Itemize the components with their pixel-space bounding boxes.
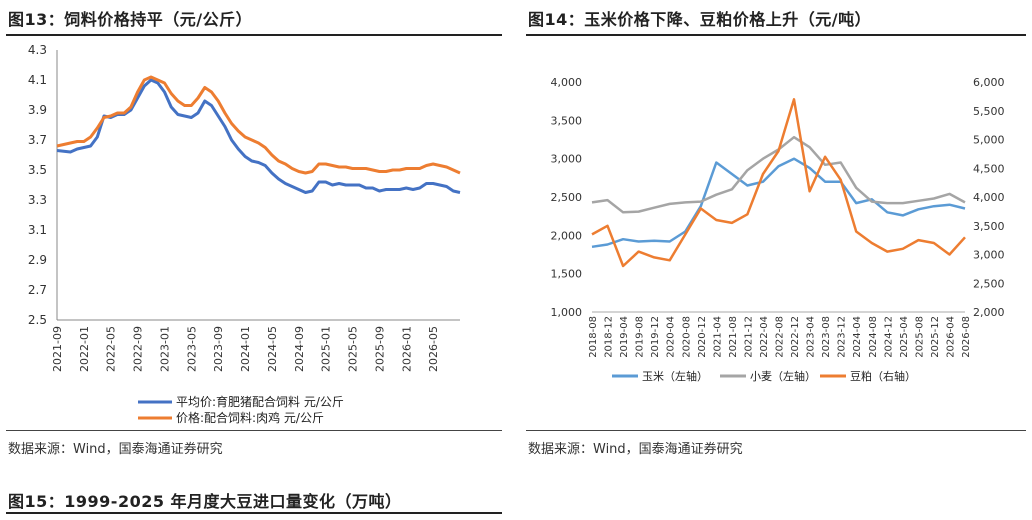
fig13-y-tick-label: 3.5 bbox=[28, 163, 47, 177]
fig13-y-tick-label: 3.7 bbox=[28, 133, 47, 147]
fig14-x-tick-label: 2025-12 bbox=[930, 316, 941, 358]
fig14-legend-label: 小麦（左轴） bbox=[750, 369, 816, 383]
fig15-title: 图15：1999-2025 年月度大豆进口量变化（万吨） bbox=[8, 492, 402, 511]
fig13-x-tick-label: 2024-09 bbox=[293, 326, 306, 372]
fig14-x-tick-label: 2019-08 bbox=[635, 316, 646, 358]
fig14-y-right-tick-label: 5,000 bbox=[973, 134, 1005, 147]
fig14-x-tick-label: 2026-04 bbox=[945, 316, 956, 358]
fig14-x-tick-label: 2018-08 bbox=[588, 316, 599, 358]
fig15-title-rule bbox=[6, 512, 502, 514]
fig13-x-tick-label: 2025-05 bbox=[347, 326, 360, 372]
fig13-x-tick-label: 2022-05 bbox=[105, 326, 118, 372]
fig13-x-tick-label: 2025-01 bbox=[320, 326, 333, 372]
fig13-x-tick-label: 2022-01 bbox=[78, 326, 91, 372]
fig14-x-tick-label: 2025-08 bbox=[914, 316, 925, 358]
fig14-x-tick-label: 2022-08 bbox=[775, 316, 786, 358]
fig14-x-tick-label: 2019-12 bbox=[650, 316, 661, 358]
fig13-x-tick-label: 2024-01 bbox=[239, 326, 252, 372]
fig14-x-tick-label: 2018-12 bbox=[604, 316, 615, 358]
fig14-x-tick-label: 2023-08 bbox=[821, 316, 832, 358]
fig13-x-tick-label: 2023-01 bbox=[158, 326, 171, 372]
fig14-y-right-tick-label: 4,500 bbox=[973, 162, 1005, 175]
fig14-y-left-tick-label: 3,500 bbox=[551, 114, 583, 127]
fig13-x-tick-label: 2025-09 bbox=[373, 326, 386, 372]
fig14-x-tick-label: 2020-08 bbox=[681, 316, 692, 358]
fig14-y-left-tick-label: 1,500 bbox=[551, 268, 583, 281]
fig13-bottom-rule bbox=[6, 430, 502, 431]
fig14-x-tick-label: 2021-04 bbox=[712, 316, 723, 358]
fig13-source: 数据来源：Wind，国泰海通证券研究 bbox=[8, 442, 223, 457]
fig14-y-left-tick-label: 1,000 bbox=[551, 306, 583, 319]
fig13-legend-label: 平均价:育肥猪配合饲料 元/公斤 bbox=[176, 394, 344, 409]
fig14-series-line bbox=[591, 98, 966, 268]
fig14-y-left-tick-label: 3,000 bbox=[551, 153, 583, 166]
fig13-x-tick-label: 2024-05 bbox=[266, 326, 279, 372]
fig14-x-tick-label: 2024-08 bbox=[868, 316, 879, 358]
fig14-source: 数据来源：Wind，国泰海通证券研究 bbox=[528, 442, 743, 457]
fig13-y-tick-label: 2.7 bbox=[28, 283, 47, 297]
fig14-legend-label: 豆粕（右轴） bbox=[850, 369, 916, 383]
fig13-title: 图13：饲料价格持平（元/公斤） bbox=[8, 10, 253, 29]
fig14-x-tick-label: 2020-04 bbox=[666, 316, 677, 358]
fig14-x-tick-label: 2025-04 bbox=[899, 316, 910, 358]
fig14-y-right-tick-label: 6,000 bbox=[973, 76, 1005, 89]
fig13-legend-label: 价格:配合饲料:肉鸡 元/公斤 bbox=[176, 410, 324, 425]
fig14-title: 图14：玉米价格下降、豆粕价格上升（元/吨） bbox=[528, 10, 872, 29]
fig14-y-left-tick-label: 2,000 bbox=[551, 229, 583, 242]
fig14-bottom-rule bbox=[526, 430, 1026, 431]
fig14-x-tick-label: 2026-08 bbox=[961, 316, 972, 358]
fig13-y-tick-label: 4.3 bbox=[28, 43, 47, 57]
fig14-title-rule bbox=[526, 34, 1026, 36]
fig13-y-tick-label: 3.3 bbox=[28, 193, 47, 207]
fig13-title-rule bbox=[6, 34, 502, 36]
fig13-x-tick-label: 2023-05 bbox=[185, 326, 198, 372]
fig13-y-tick-label: 3.9 bbox=[28, 103, 47, 117]
fig14-y-left-tick-label: 4,000 bbox=[551, 76, 583, 89]
fig13-y-tick-label: 2.5 bbox=[28, 313, 47, 327]
fig14-y-right-tick-label: 2,000 bbox=[973, 306, 1005, 319]
fig14-series-line bbox=[591, 157, 966, 249]
fig14-y-left-tick-label: 2,500 bbox=[551, 191, 583, 204]
fig13-x-tick-label: 2026-01 bbox=[400, 326, 413, 372]
fig13-x-tick-label: 2023-09 bbox=[212, 326, 225, 372]
fig14-y-right-tick-label: 4,000 bbox=[973, 191, 1005, 204]
fig14-x-tick-label: 2020-12 bbox=[697, 316, 708, 358]
fig13-y-tick-label: 2.9 bbox=[28, 253, 47, 267]
fig14-x-tick-label: 2019-04 bbox=[619, 316, 630, 358]
fig13-x-tick-label: 2021-09 bbox=[51, 326, 64, 372]
fig14-y-right-tick-label: 5,500 bbox=[973, 105, 1005, 118]
fig13-y-tick-label: 4.1 bbox=[28, 73, 47, 87]
fig13-series-line bbox=[56, 75, 461, 175]
fig14-x-tick-label: 2023-12 bbox=[837, 316, 848, 358]
fig14-y-right-tick-label: 2,500 bbox=[973, 277, 1005, 290]
fig14-x-tick-label: 2022-04 bbox=[759, 316, 770, 358]
fig14-y-right-tick-label: 3,500 bbox=[973, 220, 1005, 233]
fig13-series-line bbox=[56, 78, 461, 194]
fig13-x-tick-label: 2026-05 bbox=[427, 326, 440, 372]
fig14-x-tick-label: 2024-04 bbox=[852, 316, 863, 358]
fig13-y-tick-label: 3.1 bbox=[28, 223, 47, 237]
fig13-x-tick-label: 2022-09 bbox=[132, 326, 145, 372]
fig14-x-tick-label: 2023-04 bbox=[806, 316, 817, 358]
fig14-y-right-tick-label: 3,000 bbox=[973, 249, 1005, 262]
fig14-x-tick-label: 2022-12 bbox=[790, 316, 801, 358]
fig14-x-tick-label: 2021-12 bbox=[743, 316, 754, 358]
fig14-x-tick-label: 2021-08 bbox=[728, 316, 739, 358]
fig14-x-tick-label: 2024-12 bbox=[883, 316, 894, 358]
fig14-legend-label: 玉米（左轴） bbox=[642, 369, 708, 383]
